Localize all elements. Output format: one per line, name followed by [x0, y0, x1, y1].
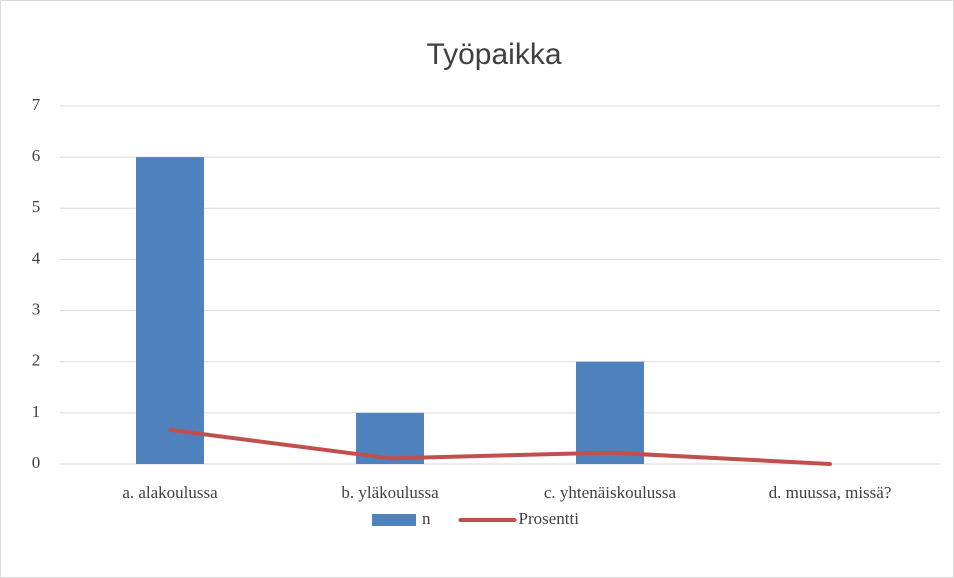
- chart-title: Työpaikka: [426, 38, 561, 71]
- y-tick-label: 3: [32, 299, 41, 318]
- line-series: [168, 427, 832, 466]
- legend-label: n: [422, 509, 431, 528]
- legend-swatch: [372, 514, 416, 526]
- y-tick-label: 1: [32, 402, 41, 421]
- bar: [576, 361, 644, 464]
- y-tick-label: 5: [32, 197, 41, 216]
- bar: [136, 157, 204, 464]
- x-tick-label: b. yläkoulussa: [341, 483, 439, 502]
- x-tick-label: c. yhtenäiskoulussa: [544, 483, 677, 502]
- y-tick-label: 0: [32, 453, 41, 472]
- y-tick-label: 7: [32, 95, 41, 114]
- x-tick-label: d. muussa, missä?: [769, 483, 892, 502]
- y-tick-label: 2: [32, 351, 41, 370]
- y-tick-label: 4: [32, 248, 41, 267]
- legend-label: Prosentti: [519, 509, 580, 528]
- y-tick-label: 6: [32, 146, 41, 165]
- x-tick-label: a. alakoulussa: [122, 483, 218, 502]
